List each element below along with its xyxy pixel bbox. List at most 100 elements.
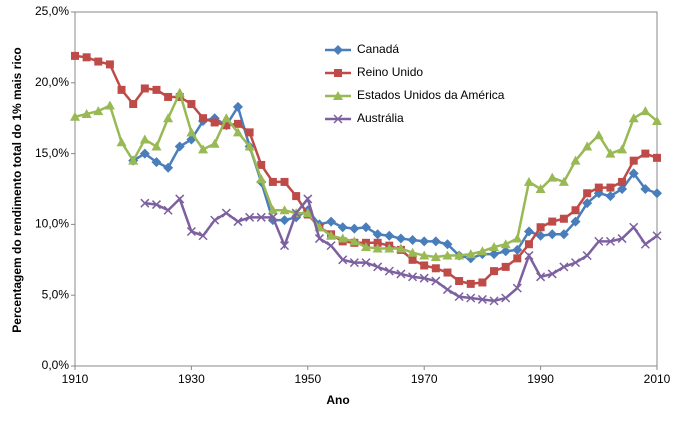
- marker: [454, 292, 464, 302]
- marker: [535, 184, 546, 193]
- marker: [349, 223, 360, 234]
- marker: [384, 243, 395, 253]
- marker: [326, 216, 337, 227]
- marker: [617, 234, 627, 244]
- marker: [151, 141, 162, 151]
- marker: [244, 141, 255, 151]
- marker: [455, 277, 464, 286]
- marker: [559, 262, 569, 272]
- marker: [478, 278, 487, 287]
- y-tick-label: 5,0%: [42, 287, 70, 301]
- marker: [477, 246, 488, 256]
- marker: [617, 184, 628, 194]
- y-tick-label: 0,0%: [42, 358, 70, 372]
- marker: [128, 155, 139, 165]
- marker: [408, 255, 417, 264]
- marker: [337, 233, 348, 243]
- marker: [280, 177, 289, 186]
- marker: [629, 156, 638, 165]
- marker: [279, 215, 290, 226]
- marker: [221, 208, 231, 218]
- marker: [268, 177, 277, 186]
- marker: [384, 230, 395, 241]
- marker: [442, 239, 453, 250]
- y-tick-label: 15,0%: [35, 146, 69, 160]
- marker: [186, 226, 196, 237]
- marker: [523, 226, 534, 237]
- marker: [373, 262, 383, 272]
- marker: [326, 241, 336, 251]
- marker: [466, 293, 476, 303]
- marker: [500, 239, 511, 249]
- marker: [140, 198, 150, 208]
- marker: [396, 269, 406, 279]
- marker: [640, 239, 650, 249]
- marker: [524, 240, 533, 249]
- marker: [372, 243, 383, 253]
- marker: [140, 84, 149, 93]
- marker: [372, 229, 383, 240]
- y-tick-label: 20,0%: [35, 75, 69, 89]
- marker: [221, 113, 232, 123]
- marker: [641, 149, 650, 158]
- marker: [513, 254, 522, 263]
- marker: [199, 114, 208, 123]
- marker: [501, 293, 511, 303]
- marker: [210, 215, 220, 225]
- marker: [292, 192, 301, 201]
- marker: [442, 285, 453, 295]
- marker: [523, 176, 534, 186]
- marker: [151, 200, 162, 210]
- marker: [606, 183, 615, 192]
- marker: [419, 250, 430, 260]
- marker: [395, 243, 406, 253]
- marker: [652, 231, 662, 241]
- marker: [337, 222, 348, 233]
- marker: [326, 230, 337, 240]
- marker: [594, 183, 603, 192]
- marker: [490, 267, 499, 276]
- marker: [430, 236, 441, 247]
- legend-label: Estados Unidos da América: [357, 88, 505, 102]
- marker: [210, 118, 219, 127]
- marker: [442, 250, 453, 260]
- legend-label: Canadá: [357, 42, 399, 56]
- marker: [640, 184, 651, 194]
- marker: [279, 205, 290, 215]
- marker: [174, 141, 185, 152]
- x-axis-title: Ano: [326, 393, 349, 407]
- marker: [618, 177, 627, 186]
- legend-label: Austrália: [357, 111, 404, 125]
- marker: [198, 231, 208, 241]
- marker: [257, 160, 266, 169]
- marker: [593, 130, 604, 140]
- marker: [489, 296, 499, 306]
- marker: [349, 236, 360, 246]
- marker: [628, 168, 639, 179]
- marker: [117, 85, 126, 94]
- marker: [594, 236, 604, 246]
- marker: [163, 113, 174, 123]
- marker: [151, 157, 162, 168]
- marker: [535, 230, 546, 241]
- marker: [443, 268, 452, 277]
- marker: [314, 234, 324, 244]
- x-tick-label: 1970: [411, 372, 438, 386]
- marker: [303, 194, 313, 204]
- marker: [373, 238, 382, 247]
- marker: [570, 155, 581, 165]
- legend-marker: [334, 69, 342, 77]
- marker: [629, 222, 639, 232]
- marker: [652, 188, 662, 199]
- marker: [605, 148, 616, 158]
- marker: [536, 223, 545, 232]
- marker: [547, 172, 558, 182]
- marker: [93, 106, 104, 116]
- marker: [605, 236, 615, 246]
- marker: [384, 266, 394, 276]
- series-line: [132, 103, 658, 260]
- marker: [489, 249, 500, 260]
- marker: [570, 216, 581, 227]
- marker: [420, 261, 429, 270]
- x-tick-label: 1990: [527, 372, 554, 386]
